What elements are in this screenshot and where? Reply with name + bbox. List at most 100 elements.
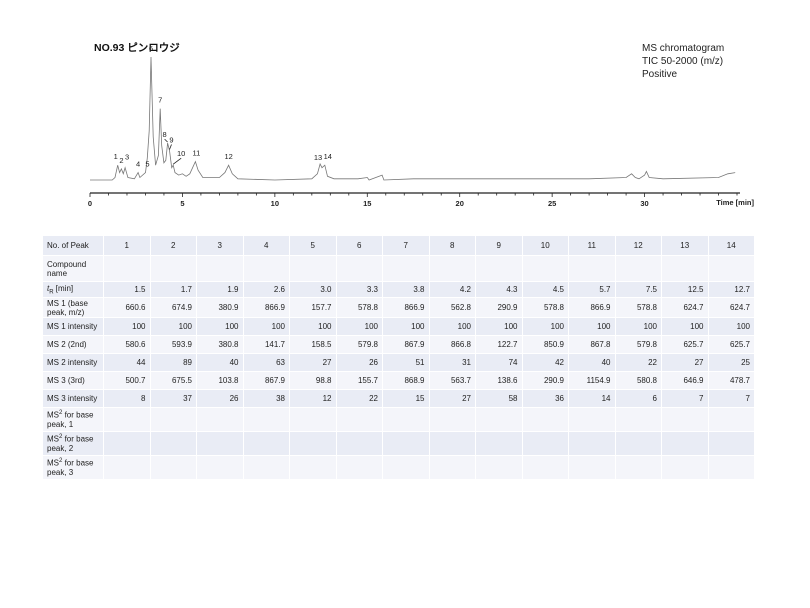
table-cell: 1.9 <box>196 281 244 298</box>
table-cell: 850.9 <box>521 335 569 354</box>
table-cell: 593.9 <box>149 335 197 354</box>
x-tick-label: 30 <box>640 199 648 208</box>
table-cell: 100 <box>289 317 337 336</box>
peak-label: 1 <box>114 152 118 161</box>
row-header-cell: tR [min] <box>42 281 104 298</box>
table-cell: 866.9 <box>382 297 430 318</box>
table-cell: 578.8 <box>614 297 662 318</box>
table-cell <box>382 455 430 480</box>
peak-label: 6 <box>149 44 153 53</box>
table-cell <box>382 407 430 432</box>
row-header-cell: MS 2 intensity <box>42 353 104 372</box>
peak-number-cell: 12 <box>614 235 662 256</box>
table-cell: 100 <box>614 317 662 336</box>
table-cell: 7.5 <box>614 281 662 298</box>
table-cell: 40 <box>568 353 616 372</box>
table-cell: 867.8 <box>568 335 616 354</box>
table-cell: 100 <box>568 317 616 336</box>
table-row: Compound name <box>42 255 755 282</box>
table-cell <box>382 431 430 456</box>
peak-number-cell: 5 <box>289 235 337 256</box>
table-cell: 100 <box>475 317 523 336</box>
row-header-cell: MS2 for base peak, 3 <box>42 455 104 480</box>
table-cell: 380.9 <box>196 297 244 318</box>
table-row: MS2 for base peak, 3 <box>42 455 755 480</box>
table-cell: 578.8 <box>521 297 569 318</box>
table-cell <box>475 455 523 480</box>
table-cell <box>242 455 290 480</box>
table-cell: 867.9 <box>382 335 430 354</box>
table-cell: 625.7 <box>707 335 755 354</box>
table-cell: 122.7 <box>475 335 523 354</box>
table-row: MS 1 (base peak, m/z) 660.6 674.9 380.9 866.… <box>42 297 755 318</box>
table-cell <box>661 431 709 456</box>
table-cell: 37 <box>149 389 197 408</box>
table-cell <box>242 407 290 432</box>
table-cell <box>521 407 569 432</box>
table-cell: 3.0 <box>289 281 337 298</box>
page-title: NO.93 ピンロウジ <box>94 42 180 54</box>
peak-number-cell: 2 <box>149 235 197 256</box>
table-row: MS 2 intensity 44 89 40 63 27 26 51 31 74 42 40 22 27… <box>42 353 755 372</box>
table-cell <box>428 407 476 432</box>
table-cell: 4.5 <box>521 281 569 298</box>
table-cell <box>103 255 151 282</box>
table-cell <box>289 255 337 282</box>
table-cell: 27 <box>661 353 709 372</box>
peak-label: 12 <box>224 152 232 161</box>
table-cell: 674.9 <box>149 297 197 318</box>
x-tick-label: 5 <box>180 199 184 208</box>
table-cell <box>614 455 662 480</box>
peak-label: 14 <box>324 152 332 161</box>
table-cell: 100 <box>149 317 197 336</box>
table-cell <box>568 407 616 432</box>
table-cell: 12.5 <box>661 281 709 298</box>
table-cell: 625.7 <box>661 335 709 354</box>
table-cell <box>289 455 337 480</box>
row-label-main: MS <box>47 410 59 420</box>
table-cell <box>103 455 151 480</box>
x-tick-label: 0 <box>88 199 92 208</box>
table-cell: 100 <box>521 317 569 336</box>
table-cell <box>707 255 755 282</box>
table-cell <box>568 255 616 282</box>
table-cell <box>242 255 290 282</box>
table-cell <box>196 255 244 282</box>
table-cell <box>521 255 569 282</box>
table-row: MS2 for base peak, 2 <box>42 431 755 456</box>
table-cell <box>614 431 662 456</box>
table-cell <box>428 455 476 480</box>
peak-label: 7 <box>158 96 162 105</box>
table-cell <box>614 407 662 432</box>
row-label-superscript: 2 <box>59 410 63 417</box>
table-cell: 40 <box>196 353 244 372</box>
table-cell <box>661 255 709 282</box>
table-cell: 100 <box>707 317 755 336</box>
table-cell <box>196 431 244 456</box>
row-label-superscript: 2 <box>59 458 63 465</box>
table-cell <box>196 407 244 432</box>
table-cell: 646.9 <box>661 371 709 390</box>
table-cell: 579.8 <box>335 335 383 354</box>
tic-trace <box>90 56 736 181</box>
table-cell <box>103 431 151 456</box>
table-cell <box>707 407 755 432</box>
table-cell: 7 <box>661 389 709 408</box>
row-header-cell: MS 1 (base peak, m/z) <box>42 297 104 318</box>
table-cell: 563.7 <box>428 371 476 390</box>
peak-label: 4 <box>136 160 140 169</box>
table-cell: 26 <box>196 389 244 408</box>
table-cell <box>475 407 523 432</box>
peak-number-cell: 10 <box>521 235 569 256</box>
table-cell: 3.3 <box>335 281 383 298</box>
table-cell <box>335 407 383 432</box>
table-cell <box>149 407 197 432</box>
row-header-cell: MS 3 intensity <box>42 389 104 408</box>
table-cell: 4.3 <box>475 281 523 298</box>
row-header-cell: MS 2 (2nd) <box>42 335 104 354</box>
x-tick-label: 15 <box>363 199 371 208</box>
peak-number-cell: 13 <box>661 235 709 256</box>
row-header-cell: MS2 for base peak, 1 <box>42 407 104 432</box>
chromatogram-info: MS chromatogram TIC 50-2000 (m/z) Positi… <box>642 42 724 81</box>
table-cell: 25 <box>707 353 755 372</box>
